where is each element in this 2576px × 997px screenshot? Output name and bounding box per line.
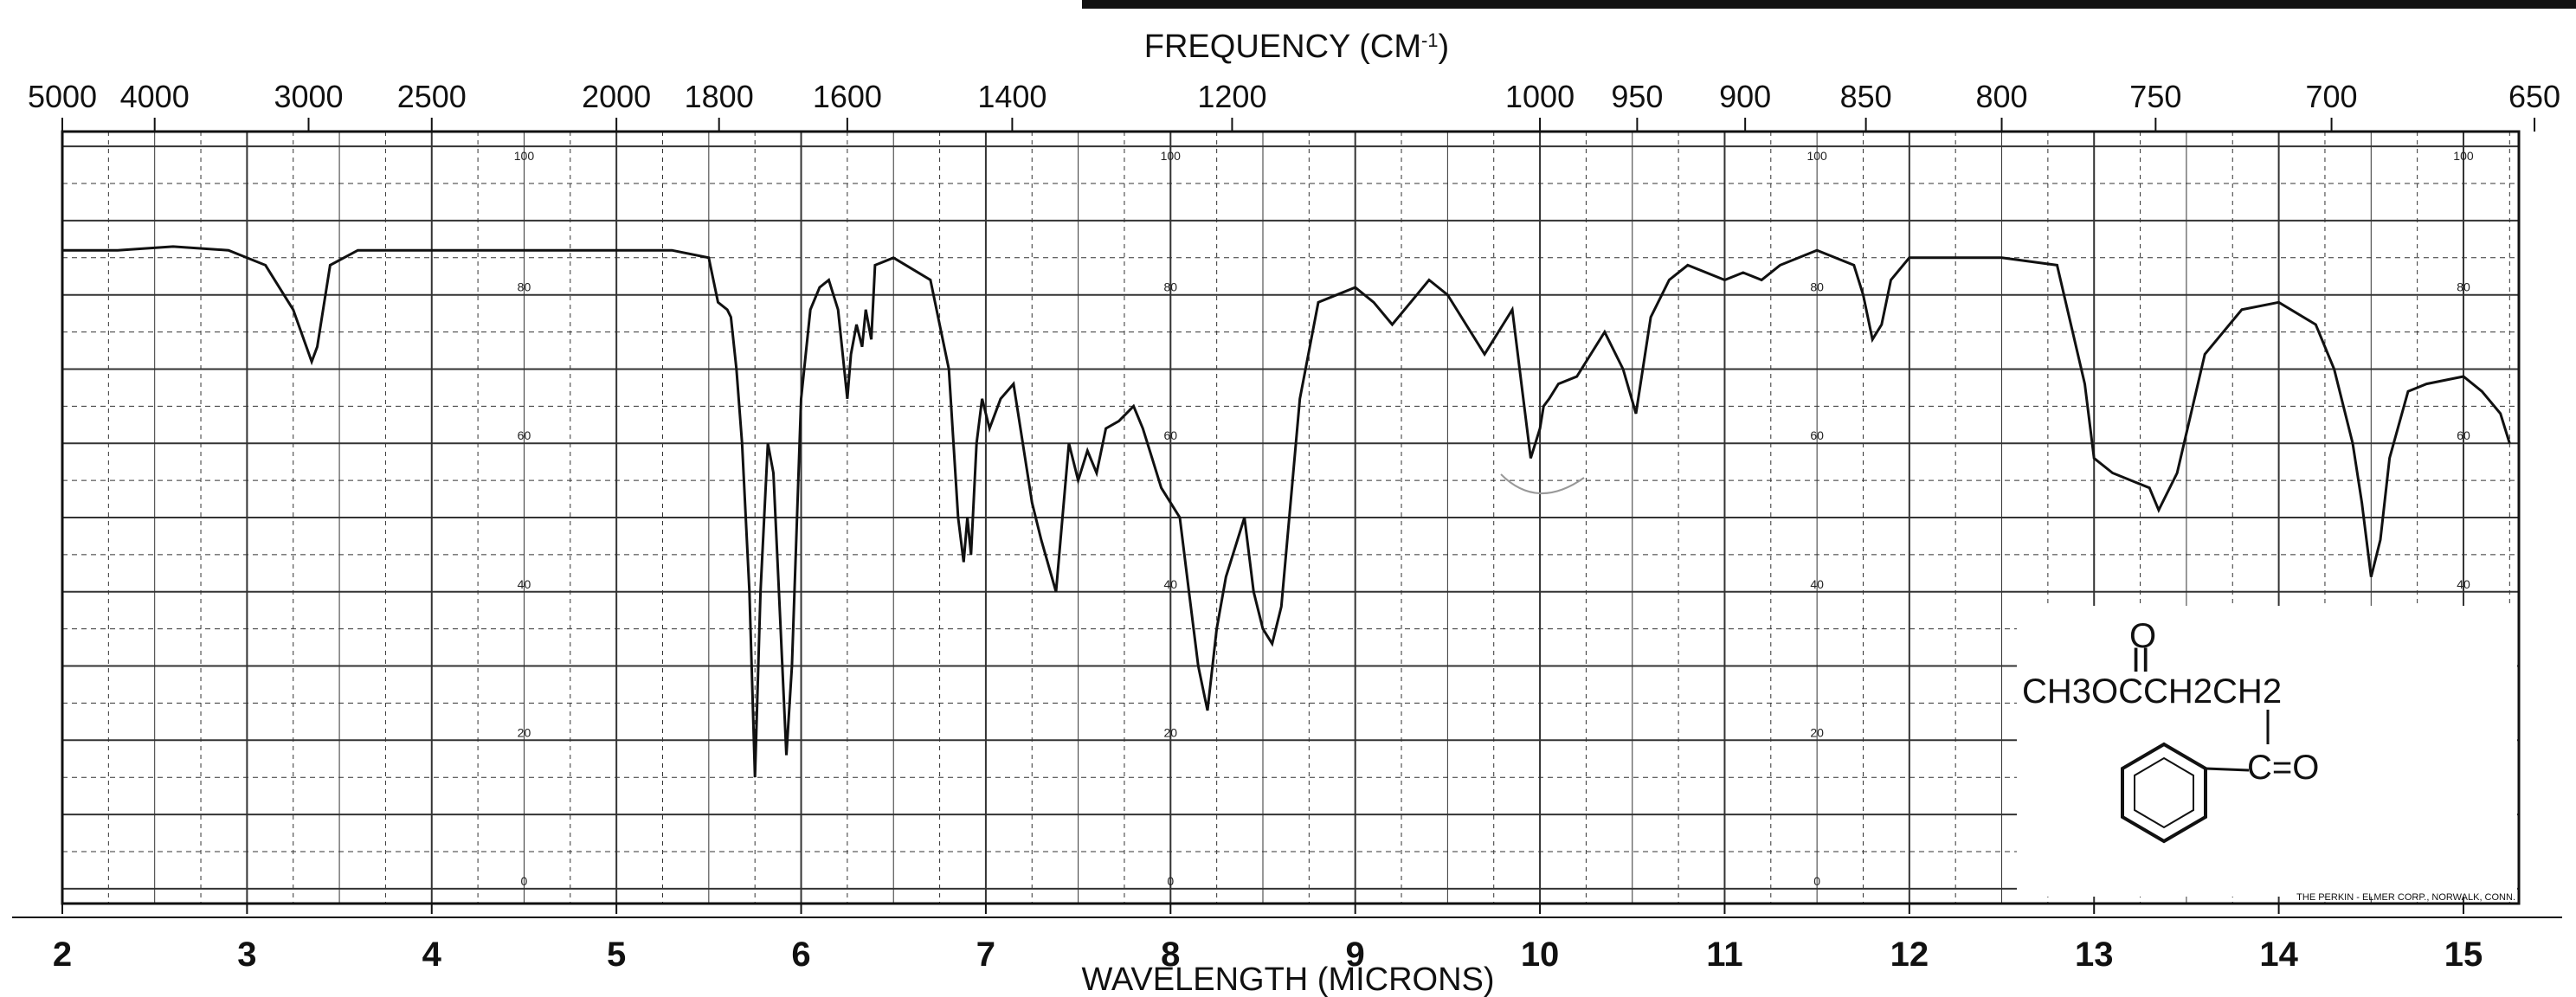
x-tick-label: 5 bbox=[607, 936, 626, 974]
y-tick-label: 100 bbox=[514, 149, 535, 163]
structure-double-bond: II bbox=[2131, 641, 2150, 679]
y-tick-label: 100 bbox=[2453, 149, 2474, 163]
y-tick-label: 40 bbox=[2457, 577, 2470, 591]
top-tick-label: 5000 bbox=[28, 79, 97, 114]
structure-formula: CH3OCCH2CH2 bbox=[2022, 672, 2282, 711]
top-tick-label: 4000 bbox=[120, 79, 190, 114]
x-tick-label: 7 bbox=[976, 936, 995, 974]
x-tick-label: 15 bbox=[2444, 936, 2483, 974]
x-tick-label: 10 bbox=[1521, 936, 1560, 974]
top-tick-label: 950 bbox=[1611, 79, 1663, 114]
x-tick-label: 12 bbox=[1890, 936, 1929, 974]
y-tick-label: 0 bbox=[1167, 874, 1174, 888]
ring-to-carbonyl-bond bbox=[2205, 767, 2250, 772]
structure-inset: O II CH3OCCH2CH2 C=O bbox=[2017, 606, 2517, 897]
bottom-axis-title: WAVELENGTH (MICRONS) bbox=[1081, 962, 1494, 997]
y-tick-label: 60 bbox=[2457, 428, 2470, 442]
y-axis-labels: 0204060801000204060801000204060801000204… bbox=[514, 149, 2474, 888]
y-tick-label: 20 bbox=[1810, 725, 1824, 739]
y-tick-label: 100 bbox=[1806, 149, 1827, 163]
y-tick-label: 80 bbox=[2457, 280, 2470, 294]
top-tick-label: 900 bbox=[1719, 79, 1771, 114]
y-tick-label: 20 bbox=[518, 725, 531, 739]
y-tick-label: 40 bbox=[1164, 577, 1178, 591]
x-tick-label: 11 bbox=[1706, 936, 1742, 974]
y-tick-label: 40 bbox=[518, 577, 531, 591]
top-tick-label: 700 bbox=[2306, 79, 2358, 114]
benzene-inner-ring bbox=[2134, 756, 2194, 829]
top-tick-label: 2000 bbox=[582, 79, 651, 114]
x-tick-label: 3 bbox=[237, 936, 256, 974]
y-tick-label: 80 bbox=[1164, 280, 1178, 294]
y-tick-label: 80 bbox=[1810, 280, 1824, 294]
y-tick-label: 80 bbox=[518, 280, 531, 294]
x-tick-label: 8 bbox=[1161, 936, 1180, 974]
top-axis-title: FREQUENCY (CM-1) bbox=[1144, 29, 1449, 65]
x-tick-label: 6 bbox=[791, 936, 810, 974]
x-tick-label: 14 bbox=[2259, 936, 2298, 974]
y-tick-label: 0 bbox=[1813, 874, 1820, 888]
bottom-axis-ticks: 2 3 4 5 6 7 8 9 10 11 12 13 14 15 bbox=[53, 904, 2483, 974]
y-tick-label: 60 bbox=[1164, 428, 1178, 442]
x-tick-label: 2 bbox=[53, 936, 72, 974]
top-axis-title-sup: -1 bbox=[1421, 29, 1439, 51]
x-tick-label: 4 bbox=[422, 936, 442, 974]
y-tick-label: 100 bbox=[1161, 149, 1182, 163]
y-tick-label: 0 bbox=[521, 874, 528, 888]
structure-carbonyl-o: O bbox=[2129, 617, 2156, 655]
y-tick-label: 60 bbox=[518, 428, 531, 442]
top-axis-ticks: 5000 4000 3000 2500 2000 1800 1600 1400 1200 1000… bbox=[28, 79, 2560, 132]
structure-ketone: C=O bbox=[2247, 749, 2319, 787]
top-tick-label: 1600 bbox=[813, 79, 882, 114]
pencil-mark bbox=[1500, 473, 1585, 495]
top-tick-label: 1200 bbox=[1197, 79, 1266, 114]
top-tick-label: 3000 bbox=[274, 79, 343, 114]
top-tick-label: 800 bbox=[1975, 79, 2027, 114]
top-tick-label: 1400 bbox=[977, 79, 1046, 114]
top-tick-label: 2500 bbox=[397, 79, 467, 114]
x-tick-label: 13 bbox=[2075, 936, 2114, 974]
y-tick-label: 60 bbox=[1810, 428, 1824, 442]
spectrum-line bbox=[62, 245, 2511, 778]
top-tick-label: 750 bbox=[2129, 79, 2181, 114]
top-tick-label: 1000 bbox=[1505, 79, 1575, 114]
plot-frame bbox=[61, 130, 2521, 905]
x-tick-label: 9 bbox=[1346, 936, 1365, 974]
structure-box bbox=[2017, 606, 2517, 897]
y-tick-label: 40 bbox=[1810, 577, 1824, 591]
y-tick-label: 20 bbox=[1164, 725, 1178, 739]
top-tick-label: 850 bbox=[1840, 79, 1892, 114]
top-border-bar bbox=[1082, 0, 2576, 9]
top-tick-label: 1800 bbox=[685, 79, 754, 114]
chart-grid bbox=[61, 132, 2519, 904]
credit-text: THE PERKIN - ELMER CORP., NORWALK, CONN. bbox=[2296, 892, 2515, 903]
top-tick-label: 650 bbox=[2508, 79, 2560, 114]
